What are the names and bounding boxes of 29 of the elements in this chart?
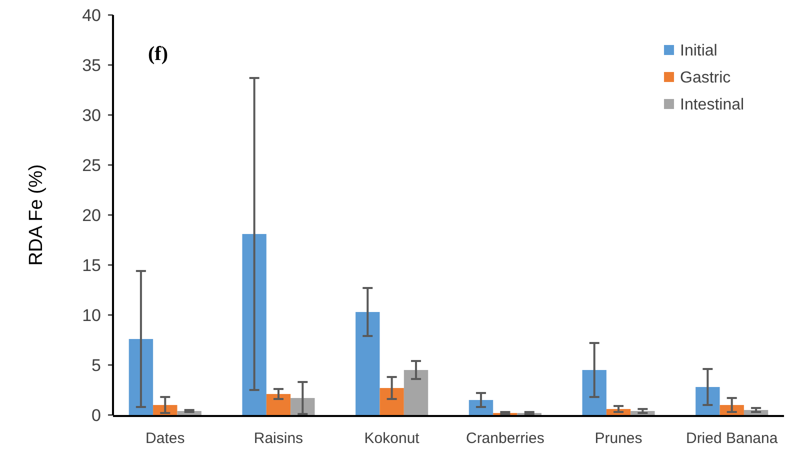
y-axis-title: RDA Fe (%) — [26, 164, 47, 266]
legend-label: Initial — [680, 42, 718, 60]
y-tick-label: 0 — [92, 406, 101, 425]
y-tick-label: 40 — [82, 6, 101, 25]
bar — [266, 394, 291, 415]
bar — [468, 400, 494, 415]
y-tick-label: 25 — [82, 156, 101, 175]
bar — [242, 234, 266, 415]
y-tick-label: 5 — [92, 356, 101, 375]
bar — [380, 388, 404, 415]
y-tick-label: 30 — [82, 106, 101, 125]
annotation: (f) — [148, 43, 168, 65]
bar — [582, 370, 606, 415]
y-tick-label: 35 — [82, 56, 101, 75]
legend-label: Gastric — [680, 70, 731, 87]
x-tick-label: Cranberries — [466, 430, 544, 447]
y-tick-label: 10 — [82, 306, 101, 325]
y-tick-label: 20 — [82, 206, 101, 225]
x-tick-label: Raisins — [254, 430, 304, 447]
x-tick-label: Prunes — [594, 430, 642, 447]
bar — [404, 370, 428, 415]
y-tick-label: 15 — [82, 256, 101, 275]
bar — [356, 312, 380, 415]
bar — [696, 387, 720, 415]
legend-label: Intestinal — [680, 96, 744, 114]
x-tick-label: Dates — [146, 430, 185, 447]
bar — [128, 339, 154, 415]
x-tick-label: Dried Banana — [686, 430, 778, 447]
x-tick-label: Kokonut — [364, 430, 420, 447]
